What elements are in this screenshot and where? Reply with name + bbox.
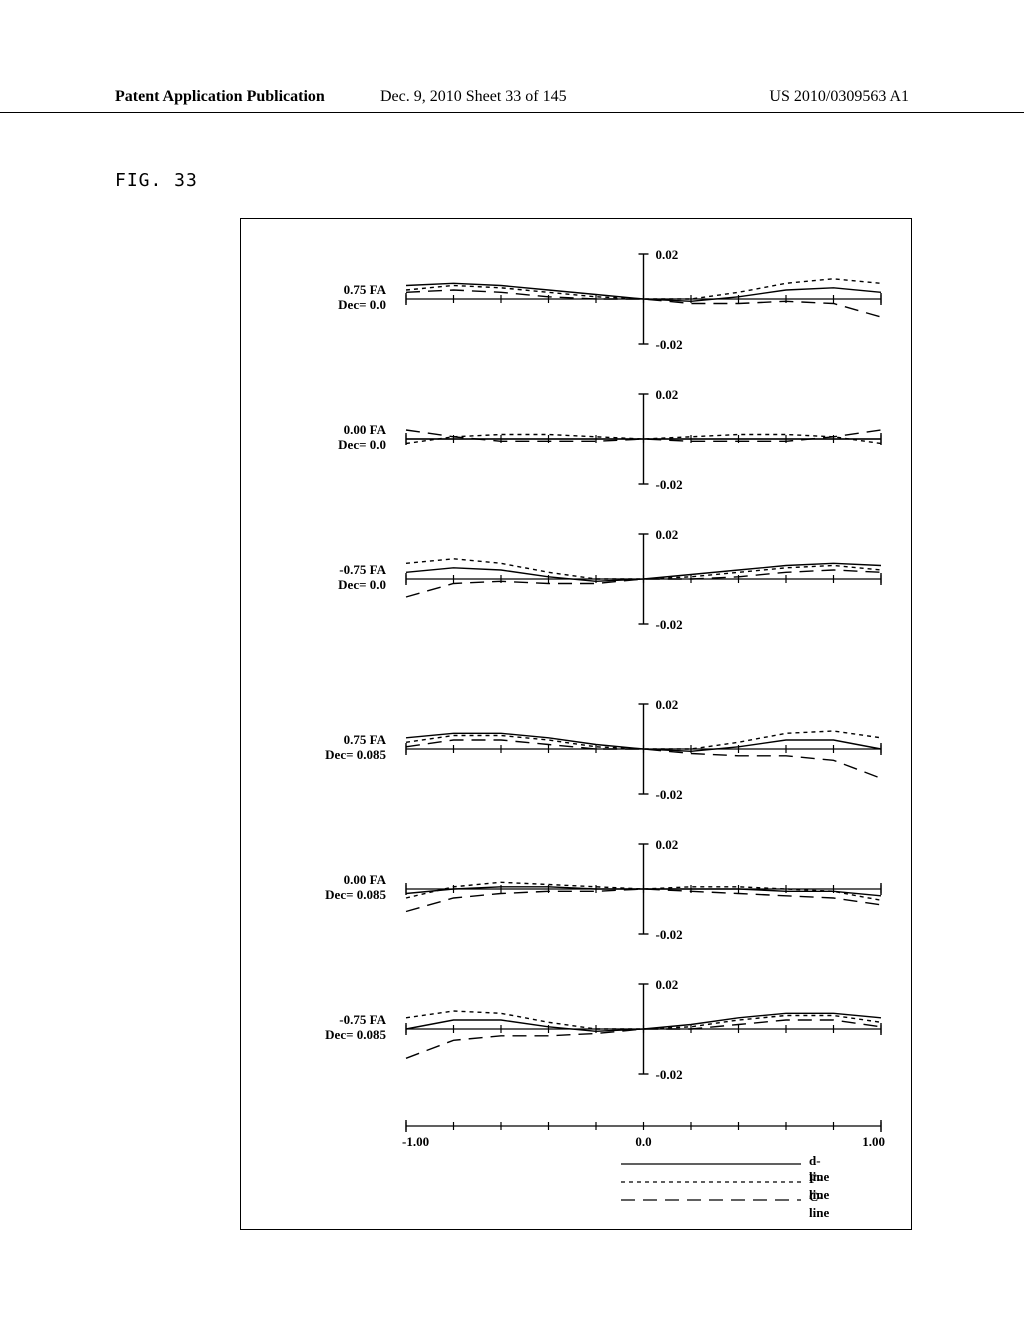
y-tick-upper: 0.02: [656, 527, 679, 542]
aberration-panel: -0.75 FADec= 0.085 0.02 -0.02: [241, 969, 911, 1089]
header-left: Patent Application Publication: [115, 88, 325, 106]
aberration-panel: 0.75 FADec= 0.085 0.02 -0.02: [241, 689, 911, 809]
page-header: Patent Application Publication Dec. 9, 2…: [0, 88, 1024, 113]
x-axis-label: -1.00: [402, 1134, 429, 1149]
aberration-plot: 0.02 -0.02: [396, 239, 891, 359]
y-tick-lower: -0.02: [656, 617, 683, 632]
y-tick-lower: -0.02: [656, 927, 683, 942]
panel-label-line1: 0.00 FA: [344, 422, 386, 437]
y-tick-lower: -0.02: [656, 787, 683, 802]
aberration-panel: 0.00 FADec= 0.085 0.02 -0.02: [241, 829, 911, 949]
aberration-plot: 0.02 -0.02: [396, 519, 891, 639]
y-tick-upper: 0.02: [656, 697, 679, 712]
legend-label: C-line: [809, 1189, 829, 1221]
y-tick-lower: -0.02: [656, 337, 683, 352]
legend-line-icon: [621, 1180, 801, 1184]
x-axis-label: 0.0: [635, 1134, 651, 1149]
panel-label-line2: Dec= 0.0: [338, 437, 386, 452]
panel-label-line1: -0.75 FA: [339, 562, 386, 577]
aberration-panel: -0.75 FADec= 0.0 0.02 -0.02: [241, 519, 911, 639]
aberration-panel: 0.00 FADec= 0.0 0.02 -0.02: [241, 379, 911, 499]
panel-label-line1: -0.75 FA: [339, 1012, 386, 1027]
legend-line-icon: [621, 1162, 801, 1166]
y-tick-upper: 0.02: [656, 247, 679, 262]
figure-label: FIG. 33: [115, 170, 198, 191]
panel-label: -0.75 FADec= 0.0: [266, 563, 386, 593]
header-right: US 2010/0309563 A1: [769, 88, 909, 106]
y-tick-lower: -0.02: [656, 477, 683, 492]
legend-line-icon: [621, 1198, 801, 1202]
header-center: Dec. 9, 2010 Sheet 33 of 145: [380, 88, 567, 106]
y-tick-upper: 0.02: [656, 837, 679, 852]
y-tick-upper: 0.02: [656, 387, 679, 402]
aberration-plot: 0.02 -0.02: [396, 689, 891, 809]
aberration-panel: 0.75 FADec= 0.0 0.02 -0.02: [241, 239, 911, 359]
panel-label-line2: Dec= 0.085: [325, 887, 386, 902]
panel-label-line1: 0.75 FA: [344, 732, 386, 747]
panel-label-line2: Dec= 0.085: [325, 1027, 386, 1042]
panel-label: 0.75 FADec= 0.085: [266, 733, 386, 763]
panel-label-line1: 0.75 FA: [344, 282, 386, 297]
aberration-plot: 0.02 -0.02: [396, 829, 891, 949]
panel-label: 0.00 FADec= 0.085: [266, 873, 386, 903]
aberration-plot: 0.02 -0.02: [396, 379, 891, 499]
y-tick-upper: 0.02: [656, 977, 679, 992]
chart-frame: 0.75 FADec= 0.00.02-0.020.00 FADec= 0.00…: [240, 218, 912, 1230]
reference-x-axis: -1.00 0.0 1.00: [396, 1114, 891, 1154]
x-axis-label: 1.00: [862, 1134, 885, 1149]
panel-label: -0.75 FADec= 0.085: [266, 1013, 386, 1043]
y-tick-lower: -0.02: [656, 1067, 683, 1082]
panel-label: 0.75 FADec= 0.0: [266, 283, 386, 313]
panel-label: 0.00 FADec= 0.0: [266, 423, 386, 453]
panel-label-line2: Dec= 0.085: [325, 747, 386, 762]
panel-label-line2: Dec= 0.0: [338, 297, 386, 312]
panel-label-line2: Dec= 0.0: [338, 577, 386, 592]
aberration-plot: 0.02 -0.02: [396, 969, 891, 1089]
panel-label-line1: 0.00 FA: [344, 872, 386, 887]
